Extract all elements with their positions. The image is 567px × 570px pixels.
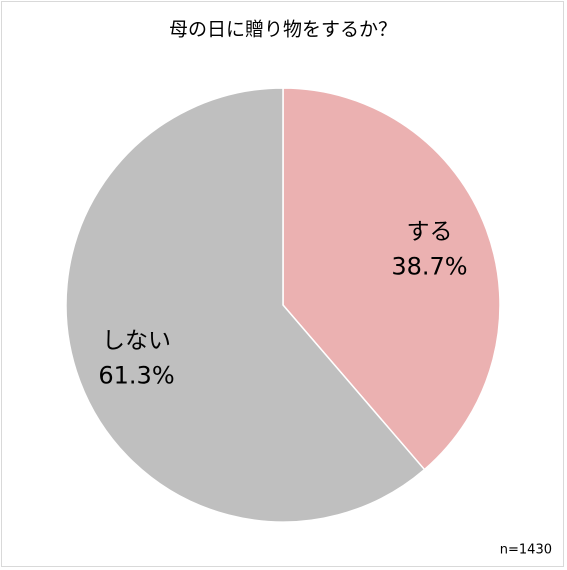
- note: n=1430: [500, 543, 552, 558]
- slice-label: する: [406, 219, 452, 245]
- slice-value-label: 61.3%: [98, 361, 174, 389]
- chart-title: 母の日に贈り物をするか？: [169, 19, 397, 41]
- pie-slice: [65, 87, 426, 523]
- pie-slice: [282, 87, 501, 471]
- slice-value-label: 38.7%: [391, 253, 467, 281]
- slice-label: しない: [102, 328, 171, 354]
